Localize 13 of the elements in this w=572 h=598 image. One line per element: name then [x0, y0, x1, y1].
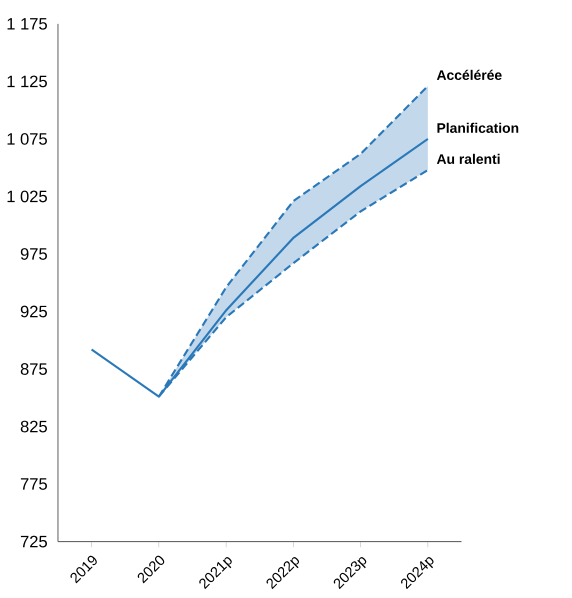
y-tick-label: 1 075 — [7, 133, 47, 145]
y-tick-label: 725 — [20, 536, 47, 548]
series-label: Accélérée — [436, 70, 502, 80]
y-tick-label: 975 — [20, 248, 47, 260]
y-tick-label: 1 175 — [7, 18, 47, 30]
y-tick-label: 925 — [20, 306, 47, 318]
y-tick-label: 1 125 — [7, 76, 47, 88]
y-tick-label: 1 025 — [7, 190, 47, 202]
y-tick-label: 875 — [20, 363, 47, 375]
series-label: Au ralenti — [436, 154, 500, 164]
series-label: Planification — [437, 122, 518, 133]
y-tick-label: 825 — [20, 420, 47, 432]
y-tick-label: 775 — [20, 478, 47, 490]
